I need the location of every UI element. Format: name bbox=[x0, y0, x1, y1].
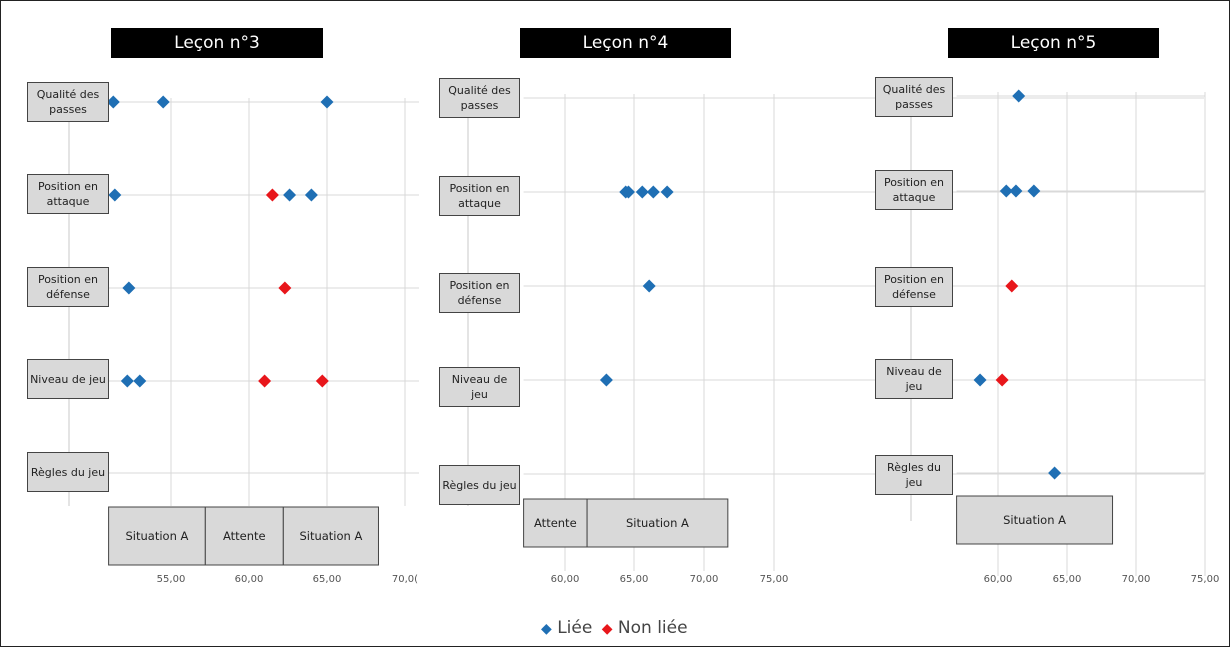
data-point-linked bbox=[304, 188, 318, 202]
chart-title: Leçon n°3 bbox=[111, 28, 323, 58]
phase-bar: Situation A bbox=[956, 495, 1114, 545]
category-label: Position en défense bbox=[27, 267, 109, 307]
legend-label-linked: Liée bbox=[557, 618, 593, 638]
chart-title: Leçon n°4 bbox=[520, 28, 731, 58]
category-label: Niveau de jeu bbox=[875, 359, 953, 399]
chart-panel-lecon-3: Situation A Attente Situation A 55,00 60,00 6… bbox=[1, 1, 431, 601]
data-point-linked bbox=[283, 188, 297, 202]
phase-label: Situation A bbox=[1003, 513, 1066, 527]
x-tick-label: 65,00 bbox=[1053, 574, 1082, 585]
data-point-unlinked bbox=[315, 374, 329, 388]
x-tick-label: 60,00 bbox=[235, 574, 264, 585]
category-label: Position en défense bbox=[439, 273, 520, 313]
data-point-linked bbox=[1027, 184, 1041, 198]
legend-marker-unlinked: ◆ bbox=[601, 621, 613, 637]
data-point-linked bbox=[156, 95, 170, 109]
data-point-linked bbox=[621, 185, 635, 199]
category-label: Niveau de jeu bbox=[439, 367, 520, 407]
data-point-linked bbox=[106, 95, 120, 109]
category-label: Règles du jeu bbox=[875, 455, 953, 495]
legend-label-unlinked: Non liée bbox=[617, 618, 688, 638]
data-point-unlinked bbox=[995, 373, 1009, 387]
category-label: Qualité des passes bbox=[439, 78, 520, 118]
data-point-linked bbox=[635, 185, 649, 199]
phase-segment bbox=[204, 506, 284, 566]
category-label: Règles du jeu bbox=[439, 465, 520, 505]
chart-panel-lecon-4: Attente Situation A 60,00 65,00 70,00 75,00 L… bbox=[431, 1, 1204, 601]
data-point-unlinked bbox=[265, 188, 279, 202]
data-point-linked bbox=[642, 279, 656, 293]
data-point-linked bbox=[646, 185, 660, 199]
x-tick-label: 70,00 bbox=[690, 574, 719, 585]
data-point-linked bbox=[320, 95, 334, 109]
category-label: Qualité des passes bbox=[875, 77, 953, 117]
legend: ◆ Liée ◆ Non liée bbox=[541, 618, 688, 638]
phase-bar: Attente Situation A bbox=[523, 498, 729, 548]
plot-area: Attente Situation A 60,00 65,00 70,00 75,00 bbox=[467, 94, 1204, 585]
data-point-linked bbox=[1048, 466, 1062, 480]
x-tick-label: 70,00 bbox=[1122, 574, 1151, 585]
category-label: Qualité des passes bbox=[27, 82, 109, 122]
phase-label: Situation A bbox=[126, 529, 189, 543]
category-label: Position en attaque bbox=[439, 176, 520, 216]
data-point-linked bbox=[108, 188, 122, 202]
data-point-linked bbox=[973, 373, 987, 387]
plot-area: Situation A 60,00 65,00 70,00 75,00 bbox=[910, 89, 1220, 585]
x-tick-label: 60,00 bbox=[551, 574, 580, 585]
plot-area: Situation A Attente Situation A 55,00 60,00 6… bbox=[68, 95, 419, 585]
x-tick-label: 55,00 bbox=[157, 574, 186, 585]
data-point-unlinked bbox=[258, 374, 272, 388]
phase-label: Attente bbox=[534, 516, 577, 530]
x-tick-label: 75,00 bbox=[1191, 574, 1220, 585]
data-point-unlinked bbox=[1005, 279, 1019, 293]
category-label: Position en défense bbox=[875, 267, 953, 307]
phase-bar: Situation A Attente Situation A bbox=[108, 506, 379, 566]
chart-title: Leçon n°5 bbox=[948, 28, 1159, 58]
data-point-linked bbox=[599, 373, 613, 387]
category-label: Position en attaque bbox=[875, 170, 953, 210]
phase-segment bbox=[282, 506, 379, 566]
phase-segment bbox=[956, 495, 1114, 545]
data-point-linked bbox=[1009, 184, 1023, 198]
category-label: Niveau de jeu bbox=[27, 359, 109, 399]
data-point-unlinked bbox=[278, 281, 292, 295]
chart-panel-lecon-5: Situation A 60,00 65,00 70,00 75,00 Leçon n°… bbox=[831, 1, 1226, 601]
x-tick-label: 75,00 bbox=[760, 574, 789, 585]
legend-marker-linked: ◆ bbox=[541, 621, 552, 637]
phase-label: Situation A bbox=[626, 516, 689, 530]
category-label: Règles du jeu bbox=[27, 452, 109, 492]
x-tick-label: 65,00 bbox=[620, 574, 649, 585]
x-tick-label: 65,00 bbox=[313, 574, 342, 585]
data-point-linked bbox=[1012, 89, 1026, 103]
x-tick-label: 60,00 bbox=[984, 574, 1013, 585]
x-tick-label: 70,0( bbox=[392, 574, 418, 585]
phase-label: Situation A bbox=[299, 529, 362, 543]
data-point-linked bbox=[999, 184, 1013, 198]
data-point-linked bbox=[133, 374, 147, 388]
data-point-linked bbox=[660, 185, 674, 199]
data-point-linked bbox=[120, 374, 134, 388]
data-point-linked bbox=[122, 281, 136, 295]
phase-segment bbox=[586, 498, 729, 548]
phase-label: Attente bbox=[223, 529, 266, 543]
phase-segment bbox=[523, 498, 588, 548]
category-label: Position en attaque bbox=[27, 174, 109, 214]
